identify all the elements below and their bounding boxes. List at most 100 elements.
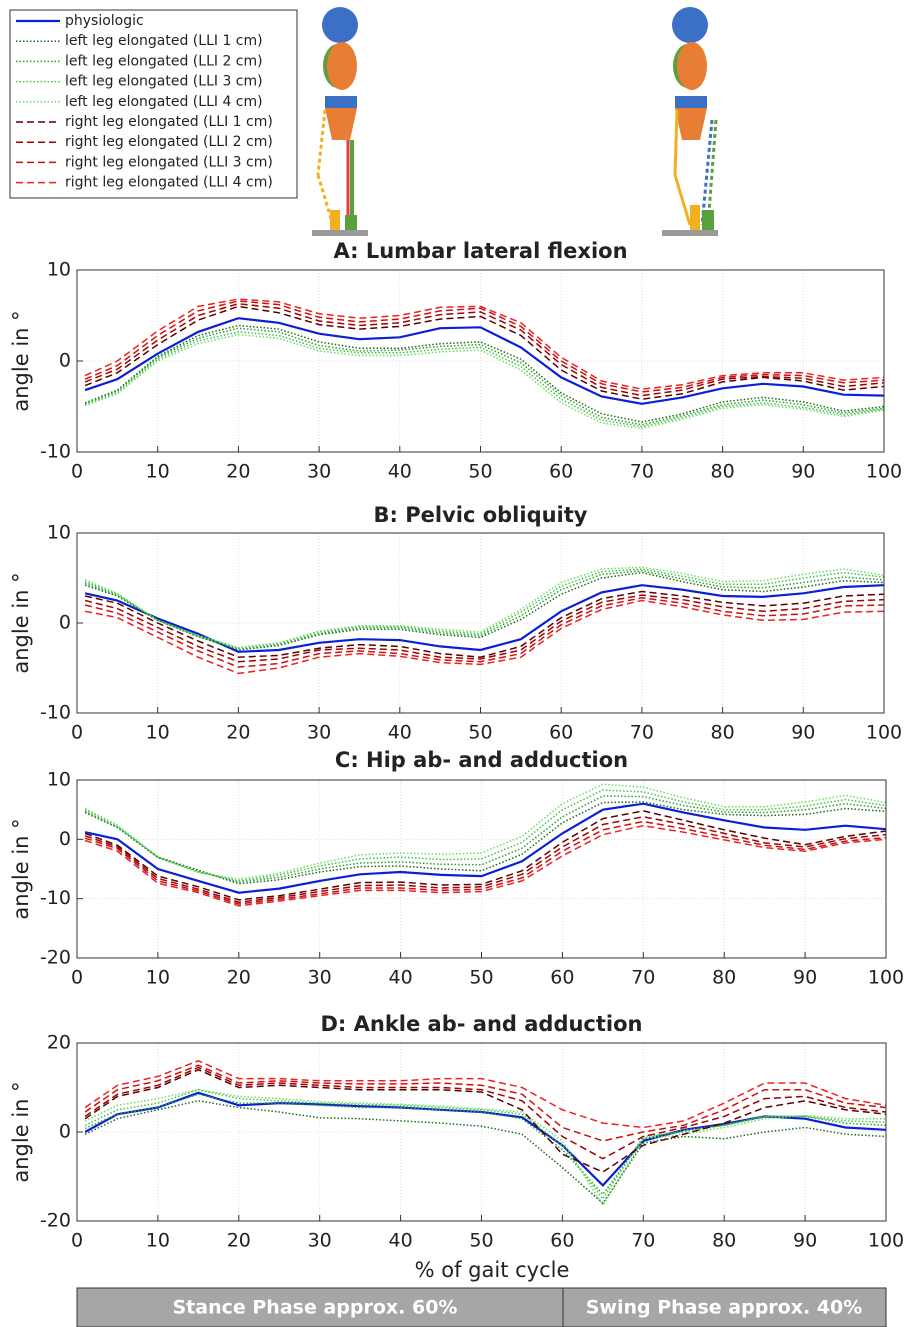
x-tick-label: 10 [146, 461, 170, 483]
series-line [84, 810, 887, 901]
x-tick-label: 30 [308, 967, 332, 989]
x-tick-label: 60 [550, 967, 574, 989]
stance-bar [76, 1287, 564, 1327]
legend-label: right leg elongated (LLI 1 cm) [65, 114, 273, 130]
legend-box [9, 9, 298, 199]
x-tick-label: 40 [388, 722, 412, 744]
series-line [84, 331, 885, 428]
series-line [84, 298, 885, 390]
x-tick-label: 50 [468, 461, 492, 483]
legend-label: left leg elongated (LLI 4 cm) [65, 94, 263, 110]
x-tick-label: 70 [631, 967, 655, 989]
series-line [84, 597, 885, 668]
x-tick-label: 20 [227, 1230, 251, 1252]
x-tick-label: 90 [791, 461, 815, 483]
y-axis-label: angle in ° [9, 818, 33, 919]
series-line [84, 1100, 887, 1205]
y-tick-label: 0 [59, 350, 71, 372]
series-line [84, 820, 887, 905]
plot: A: Lumbar lateral flexion angle in ° 0 10 20… [9, 239, 902, 483]
x-tick-label: 0 [71, 1230, 83, 1252]
series-line [84, 816, 887, 903]
chart-title: C: Hip ab- and adduction [335, 748, 628, 772]
x-tick-label: 50 [469, 1230, 493, 1252]
series-line [84, 571, 885, 651]
x-tick-label: 60 [549, 722, 573, 744]
chart-title: A: Lumbar lateral flexion [333, 239, 627, 263]
x-tick-label: 20 [226, 722, 250, 744]
x-tick-label: 90 [793, 1230, 817, 1252]
swing-label: Swing Phase approx. 40% [586, 1297, 863, 1319]
legend-label: left leg elongated (LLI 1 cm) [65, 33, 263, 49]
plot: B: Pelvic obliquity angle in ° 0 10 20 30 40 50… [9, 503, 902, 744]
x-tick-label: 80 [711, 722, 735, 744]
x-tick-label: 30 [307, 461, 331, 483]
series-line [84, 1068, 887, 1173]
y-tick-label: 20 [47, 1032, 71, 1054]
series-line [84, 801, 887, 885]
x-tick-label: 30 [307, 722, 331, 744]
legend-label: right leg elongated (LLI 2 cm) [65, 134, 273, 150]
x-tick-label: 100 [866, 722, 902, 744]
y-tick-label: -10 [40, 441, 71, 463]
plot: D: Ankle ab- and adduction angle in ° 0 10 2… [9, 1012, 904, 1252]
plot-frame [76, 269, 885, 453]
legend-label: right leg elongated (LLI 4 cm) [65, 175, 273, 191]
series-line [84, 1064, 887, 1142]
x-tick-label: 10 [146, 967, 170, 989]
series-line [84, 1066, 887, 1160]
x-tick-label: 40 [389, 1230, 413, 1252]
series-line [84, 783, 887, 880]
plot-frame [76, 532, 885, 714]
plots: A: Lumbar lateral flexion angle in ° 0 10 20… [9, 239, 904, 1252]
x-tick-label: 70 [630, 461, 654, 483]
x-tick-label: 20 [226, 461, 250, 483]
y-tick-label: 0 [59, 1121, 71, 1143]
y-tick-label: 0 [59, 828, 71, 850]
series-line [84, 300, 885, 393]
legend-label: right leg elongated (LLI 3 cm) [65, 154, 273, 170]
series-line [84, 1093, 887, 1196]
chart-title: B: Pelvic obliquity [374, 503, 588, 527]
y-tick-label: 10 [47, 259, 71, 281]
y-tick-label: -10 [40, 702, 71, 724]
series-line [84, 824, 887, 907]
series-line [84, 333, 885, 430]
x-tick-label: 40 [389, 967, 413, 989]
stance-label: Stance Phase approx. 60% [173, 1297, 458, 1319]
y-tick-label: -20 [40, 1210, 71, 1232]
x-tick-label: 10 [146, 722, 170, 744]
x-tick-label: 0 [71, 967, 83, 989]
x-tick-label: 70 [631, 1230, 655, 1252]
x-tick-label: 90 [791, 722, 815, 744]
x-tick-label: 60 [549, 461, 573, 483]
x-tick-label: 90 [793, 967, 817, 989]
chart-title: D: Ankle ab- and adduction [320, 1012, 642, 1036]
legend-label: physiologic [65, 13, 144, 29]
x-tick-label: 70 [630, 722, 654, 744]
swing-bar [562, 1287, 887, 1327]
x-tick-label: 80 [712, 967, 736, 989]
x-tick-label: 100 [868, 1230, 904, 1252]
series-line [84, 590, 885, 658]
y-tick-label: 10 [47, 522, 71, 544]
series-line [84, 1088, 886, 1207]
legend-label: left leg elongated (LLI 2 cm) [65, 53, 263, 69]
x-tick-label: 50 [469, 967, 493, 989]
y-tick-label: 0 [59, 612, 71, 634]
x-tick-label: 100 [866, 461, 902, 483]
figure-right [662, 7, 718, 236]
series-line [84, 305, 885, 400]
x-tick-label: 40 [388, 461, 412, 483]
series-line [84, 594, 885, 663]
y-axis-label: angle in ° [9, 1081, 33, 1182]
y-tick-label: -20 [40, 947, 71, 969]
legend-label: left leg elongated (LLI 3 cm) [65, 74, 263, 90]
y-tick-label: 10 [47, 769, 71, 791]
x-tick-label: 10 [146, 1230, 170, 1252]
series-line [84, 566, 885, 649]
x-tick-label: 100 [868, 967, 904, 989]
series-line [84, 802, 887, 894]
plot-frame [76, 779, 887, 959]
